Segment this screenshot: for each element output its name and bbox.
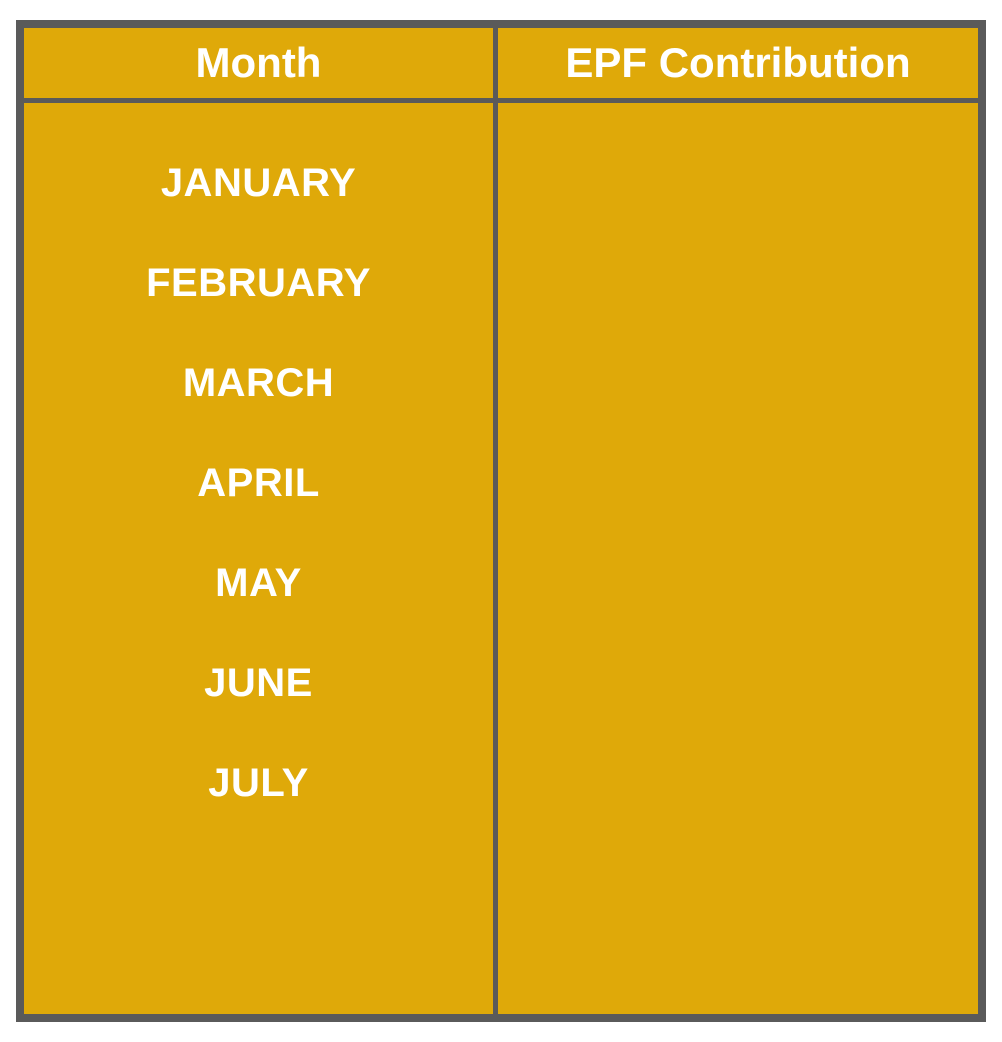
epf-contribution-column xyxy=(498,103,978,1014)
month-cell-june: JUNE xyxy=(204,661,313,705)
month-cell-february: FEBRUARY xyxy=(146,261,371,305)
month-cell-april: APRIL xyxy=(197,461,320,505)
column-divider xyxy=(493,28,498,1014)
epf-table: Month EPF Contribution JANUARY FEBRUARY … xyxy=(16,20,986,1022)
table-header-row: Month EPF Contribution xyxy=(24,28,978,103)
month-cell-january: JANUARY xyxy=(160,161,357,205)
month-cell-may: MAY xyxy=(215,561,302,605)
month-column: JANUARY FEBRUARY MARCH APRIL MAY JUNE JU… xyxy=(24,153,493,853)
header-month: Month xyxy=(195,39,322,86)
month-cell-march: MARCH xyxy=(182,361,335,405)
header-epf-contribution: EPF Contribution xyxy=(565,39,911,86)
month-cell-july: JULY xyxy=(208,761,309,805)
